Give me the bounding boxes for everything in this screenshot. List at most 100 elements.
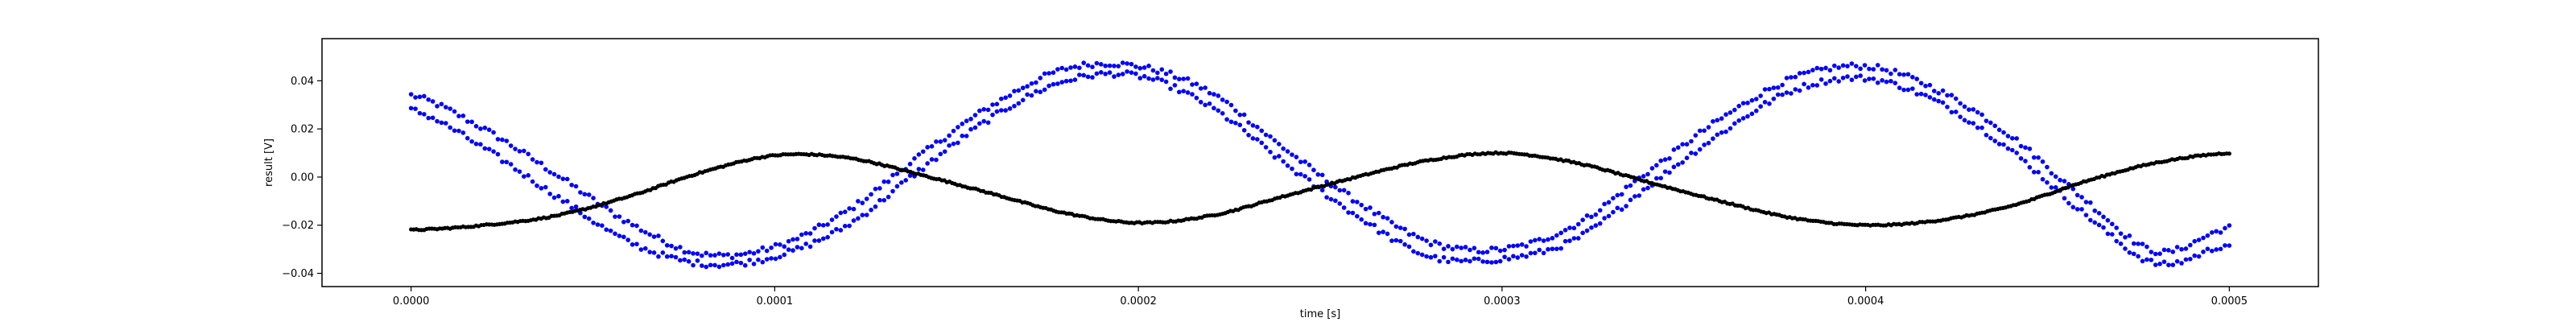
data-point [1172, 83, 1178, 88]
data-point [2062, 196, 2067, 201]
data-point [1437, 258, 1443, 264]
data-point [1584, 228, 1590, 233]
data-point [1862, 78, 1868, 83]
data-point [2045, 164, 2050, 170]
data-point [1207, 90, 1212, 96]
data-point [491, 130, 496, 135]
data-point [838, 210, 844, 216]
data-point [1831, 76, 1837, 81]
data-point [1020, 97, 1026, 103]
data-point [1237, 122, 1243, 127]
data-point [408, 92, 414, 97]
data-point [2096, 210, 2102, 216]
data-point [916, 167, 922, 171]
data-point [1341, 205, 1347, 210]
data-point [1728, 110, 1733, 115]
data-point [795, 237, 800, 242]
data-point [686, 258, 691, 264]
data-point [1328, 196, 1334, 202]
data-point [791, 248, 795, 253]
data-point [2188, 257, 2193, 262]
data-point [1867, 66, 1872, 72]
data-point [1476, 256, 1481, 262]
data-point [1802, 70, 1806, 76]
data-point [1285, 163, 1290, 168]
data-point [1224, 99, 1229, 105]
data-point [1749, 111, 1755, 117]
data-point [1697, 128, 1703, 134]
data-point [1662, 169, 1668, 174]
data-point [1611, 209, 1616, 215]
data-point [1533, 237, 1538, 243]
data-point [1740, 116, 1746, 121]
data-point [1315, 171, 1321, 177]
data-point [2045, 180, 2050, 185]
data-point [1971, 121, 1976, 126]
data-point [1455, 257, 1459, 262]
data-point [1489, 246, 1494, 250]
data-point [551, 171, 557, 177]
data-point [1567, 238, 1572, 243]
data-point [1046, 83, 1051, 89]
data-point [920, 149, 926, 155]
plot-area-frame [321, 38, 2319, 287]
data-point [2149, 250, 2154, 254]
data-point [2136, 242, 2140, 246]
data-point [994, 109, 1000, 114]
data-point [1758, 93, 1763, 98]
data-point [1007, 106, 1013, 111]
data-point [526, 173, 531, 178]
data-point [1294, 155, 1299, 159]
data-point [1359, 217, 1364, 222]
data-point [1867, 76, 1872, 81]
data-point [1480, 259, 1485, 264]
data-point [1563, 238, 1568, 244]
data-point [1450, 246, 1455, 252]
data-point [617, 214, 622, 219]
data-point [2131, 251, 2136, 257]
y-tick-label: −0.04 [282, 268, 314, 280]
data-point [1411, 231, 1416, 237]
data-point [530, 157, 535, 162]
data-point [1680, 160, 1685, 165]
data-point [456, 128, 461, 134]
data-point [1433, 239, 1438, 244]
data-point [2070, 204, 2076, 210]
data-point [669, 254, 674, 259]
data-point [1268, 150, 1273, 155]
data-point [1711, 136, 1715, 142]
data-point [803, 242, 809, 246]
data-point [456, 114, 461, 118]
data-point [903, 178, 908, 183]
data-point [1029, 80, 1034, 86]
data-point [1680, 142, 1685, 147]
data-point [2023, 145, 2028, 151]
data-point [873, 186, 878, 192]
data-point [1450, 256, 1455, 262]
data-point [1671, 147, 1677, 152]
data-point [1528, 250, 1534, 256]
data-point [834, 214, 839, 219]
data-point [1263, 132, 1269, 138]
data-point [1580, 217, 1585, 222]
data-point [1606, 213, 1612, 219]
data-point [522, 148, 526, 154]
data-point [535, 159, 539, 165]
data-point [1675, 145, 1681, 151]
data-point [500, 137, 505, 142]
data-point [1554, 233, 1559, 238]
data-point [1745, 101, 1750, 105]
data-point [1411, 249, 1416, 254]
data-point [1936, 98, 1941, 104]
data-point [1433, 254, 1438, 258]
data-point [1962, 104, 1967, 109]
data-point [630, 222, 635, 228]
data-point [1558, 230, 1563, 236]
data-point [1541, 238, 1546, 243]
data-point [1341, 188, 1347, 193]
data-point [530, 179, 535, 184]
data-point [925, 145, 930, 150]
data-point [600, 223, 605, 228]
data-point [1484, 250, 1490, 254]
data-point [1372, 222, 1377, 228]
